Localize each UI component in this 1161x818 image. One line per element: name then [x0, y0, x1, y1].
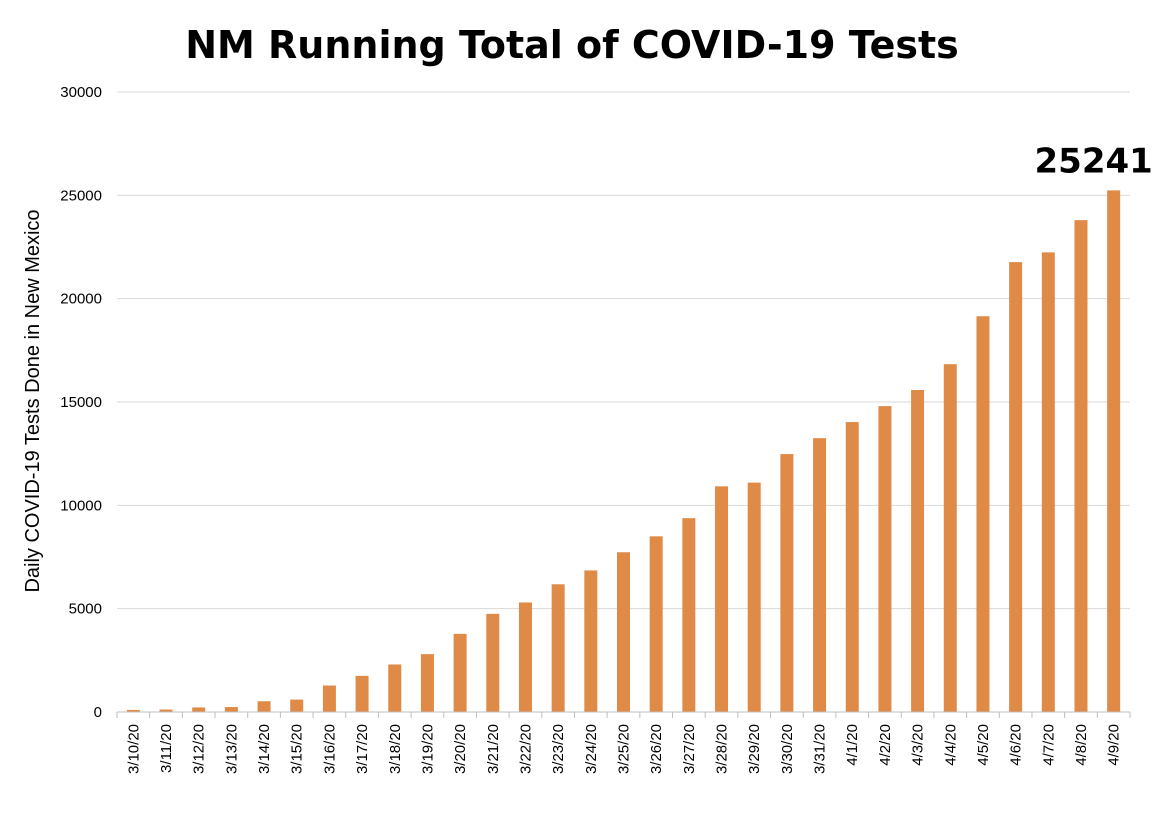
bar [715, 486, 729, 712]
y-tick-label: 0 [94, 704, 102, 721]
x-tick-label: 3/26/20 [648, 724, 665, 774]
x-tick-label: 3/23/20 [550, 724, 567, 774]
chart-title: NM Running Total of COVID-19 Tests [185, 23, 959, 67]
bar [224, 707, 238, 712]
x-tick-label: 4/1/20 [844, 724, 861, 766]
bar [976, 316, 990, 712]
x-tick-label: 3/31/20 [812, 724, 829, 774]
x-tick-label: 3/13/20 [223, 724, 240, 774]
x-tick-label: 4/9/20 [1106, 724, 1123, 766]
bar [355, 675, 369, 712]
bar [126, 709, 140, 712]
x-tick-label: 3/17/20 [354, 724, 371, 774]
x-tick-label: 3/22/20 [517, 724, 534, 774]
bar [878, 406, 892, 712]
bar [192, 707, 206, 712]
bar [257, 701, 271, 712]
y-axis-label: Daily COVID-19 Tests Done in New Mexico [22, 209, 44, 592]
x-tick-label: 3/14/20 [256, 724, 273, 774]
bar [813, 438, 827, 712]
bar [584, 570, 598, 712]
bar [911, 390, 925, 712]
bar [780, 454, 794, 712]
x-tick-label: 4/4/20 [942, 724, 959, 766]
y-tick-label: 30000 [60, 84, 102, 101]
y-tick-label: 10000 [60, 497, 102, 514]
bar [845, 422, 859, 712]
x-tick-label: 4/5/20 [975, 724, 992, 766]
bar [943, 364, 957, 712]
x-tick-label: 4/2/20 [877, 724, 894, 766]
bars [126, 190, 1121, 712]
x-tick-label: 3/10/20 [125, 724, 142, 774]
x-tick-label: 3/18/20 [387, 724, 404, 774]
bar [486, 613, 500, 712]
x-tick-label: 3/29/20 [746, 724, 763, 774]
bar [518, 602, 532, 712]
x-tick-label: 4/3/20 [910, 724, 927, 766]
bar [453, 633, 467, 712]
bar [290, 699, 304, 712]
annotations: 25241 [1035, 141, 1153, 181]
x-tick-label: 3/16/20 [321, 724, 338, 774]
bar [1074, 220, 1088, 712]
bar [388, 664, 402, 712]
gridlines [117, 91, 1130, 610]
x-tick-label: 4/6/20 [1008, 724, 1025, 766]
bar [551, 584, 565, 712]
y-tick-label: 20000 [60, 291, 102, 308]
bar [322, 685, 336, 712]
x-axis-ticks: 3/10/20 3/11/20 3/12/20 3/13/20 3/14/20 3/15/… [116, 712, 1131, 774]
y-tick-label: 5000 [69, 601, 102, 618]
x-tick-label: 3/19/20 [419, 724, 436, 774]
y-axis-ticks: 0 5000 10000 15000 20000 25000 30000 [60, 84, 102, 721]
y-tick-label: 25000 [60, 187, 102, 204]
x-tick-label: 4/7/20 [1040, 724, 1057, 766]
x-tick-label: 3/20/20 [452, 724, 469, 774]
bar [747, 482, 761, 712]
x-tick-label: 3/12/20 [191, 724, 208, 774]
x-tick-label: 3/25/20 [616, 724, 633, 774]
bar [1107, 190, 1121, 712]
bar [420, 654, 434, 712]
x-tick-label: 3/28/20 [714, 724, 731, 774]
bar [649, 536, 663, 712]
bar [1041, 252, 1055, 712]
bar-annotation: 25241 [1035, 141, 1153, 181]
x-tick-label: 3/15/20 [289, 724, 306, 774]
x-tick-label: 3/21/20 [485, 724, 502, 774]
bar [1009, 262, 1023, 712]
x-tick-label: 3/24/20 [583, 724, 600, 774]
x-tick-label: 4/8/20 [1073, 724, 1090, 766]
y-tick-label: 15000 [60, 394, 102, 411]
bar [682, 518, 696, 712]
x-tick-label: 3/11/20 [158, 724, 175, 773]
bar [159, 709, 173, 712]
bar [617, 552, 630, 712]
x-tick-label: 3/30/20 [779, 724, 796, 774]
x-tick-label: 3/27/20 [681, 724, 698, 774]
